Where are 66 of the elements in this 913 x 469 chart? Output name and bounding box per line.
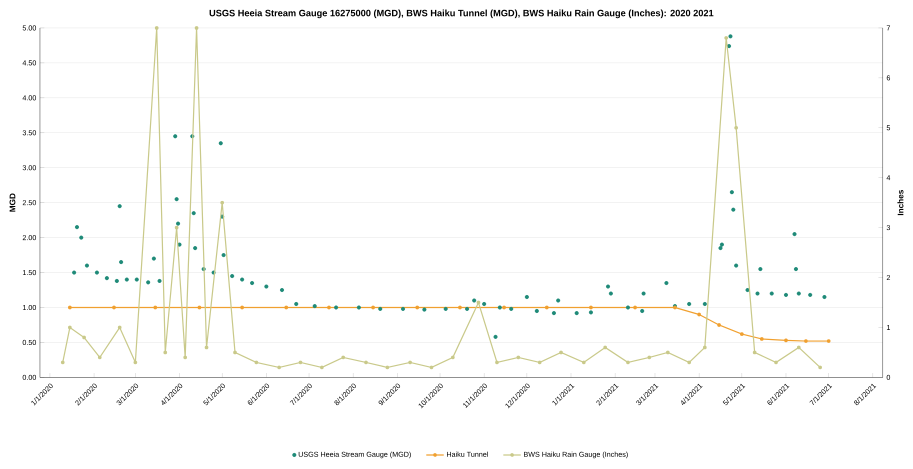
point (502, 306, 506, 310)
point (174, 226, 178, 230)
point (796, 346, 801, 350)
point (752, 350, 756, 355)
point (233, 350, 237, 355)
point (734, 126, 738, 130)
point (198, 306, 202, 310)
point (804, 339, 808, 344)
point (516, 356, 520, 360)
point (118, 326, 122, 330)
point (740, 332, 744, 336)
point (697, 312, 701, 317)
point (408, 360, 412, 364)
point (724, 36, 728, 40)
point (784, 338, 788, 342)
point (702, 346, 707, 350)
point (194, 26, 198, 30)
point (371, 306, 375, 310)
point (450, 356, 455, 360)
point (544, 306, 549, 310)
point (826, 339, 831, 344)
y2-axis-title: Inches (897, 190, 904, 216)
point (386, 366, 390, 370)
point (364, 360, 368, 364)
point (559, 350, 563, 355)
point (98, 356, 102, 360)
point (163, 350, 168, 355)
y-axis-title: MGD (10, 194, 16, 212)
point (112, 306, 116, 310)
point (538, 360, 542, 364)
point (298, 360, 302, 364)
point (717, 323, 721, 328)
point (760, 337, 764, 342)
point (327, 306, 331, 310)
point (68, 326, 72, 330)
point (183, 356, 188, 360)
point (220, 201, 224, 205)
point (476, 300, 480, 305)
point (254, 360, 258, 364)
point (633, 306, 637, 310)
chart-title: USGS Heeia Stream Gauge 16275000 (MGD), BWS Haiku Tunnel (MGD), BWS Haiku Rain Gauge (Inches): 2020 2021 (210, 10, 714, 18)
point (582, 360, 586, 364)
point (818, 366, 822, 370)
point (240, 306, 244, 310)
point (430, 366, 434, 370)
point (458, 306, 462, 310)
point (666, 350, 670, 355)
point (82, 336, 86, 340)
point (153, 306, 158, 310)
point (626, 360, 630, 364)
point (495, 360, 499, 364)
point (589, 306, 593, 310)
point (154, 26, 159, 30)
point (204, 346, 208, 350)
point (60, 360, 65, 364)
point (647, 356, 652, 360)
point (277, 366, 281, 370)
point (134, 360, 138, 364)
point (603, 346, 608, 350)
point (415, 306, 420, 310)
point (68, 306, 72, 310)
point (320, 366, 324, 370)
point (284, 306, 288, 310)
point (774, 360, 778, 364)
point (341, 356, 346, 360)
point (687, 360, 692, 364)
